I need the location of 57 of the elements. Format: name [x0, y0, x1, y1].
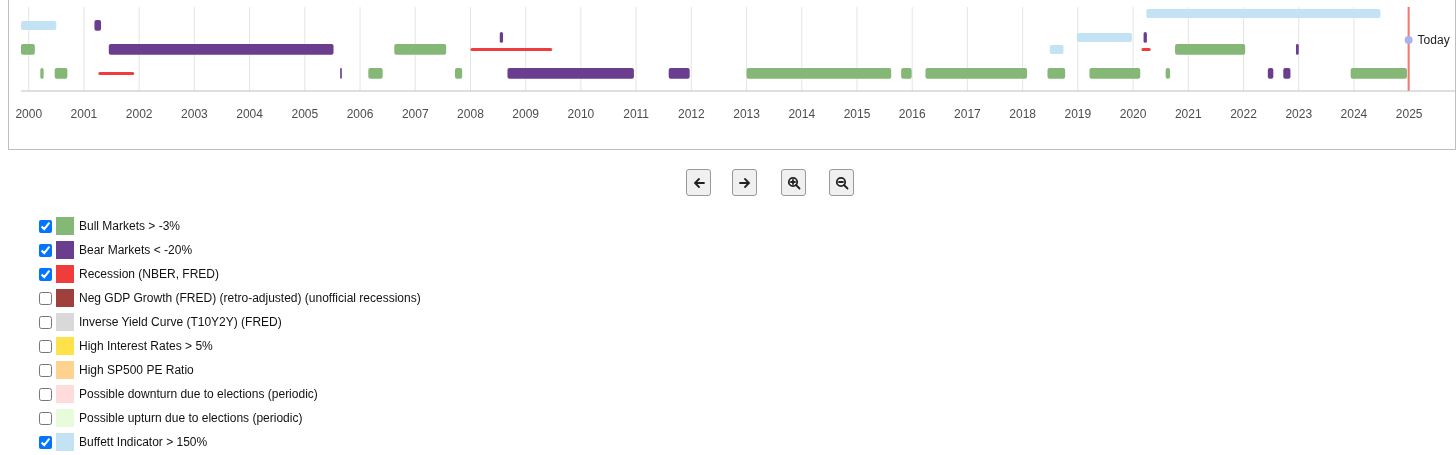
x-tick-label: 2000	[15, 106, 43, 121]
x-tick-label: 2004	[236, 106, 264, 121]
bar	[54, 68, 68, 79]
bar	[21, 44, 35, 55]
bar	[1049, 45, 1064, 54]
bar	[1175, 44, 1246, 55]
x-tick-label: 2005	[291, 106, 319, 121]
bar	[746, 68, 892, 79]
bar	[668, 68, 690, 79]
bar	[925, 68, 1028, 79]
x-tick-label: 2018	[1009, 106, 1037, 121]
x-tick-label: 2003	[181, 106, 209, 121]
bar	[1047, 68, 1066, 79]
bar	[368, 68, 383, 79]
legend-label: Possible downturn due to elections (periodic)	[79, 387, 318, 401]
x-tick-label: 2016	[898, 106, 926, 121]
legend-label: Bear Markets < -20%	[79, 243, 193, 257]
x-tick-label: 2013	[733, 106, 761, 121]
bar	[507, 68, 634, 79]
bar	[470, 48, 553, 51]
bar	[1089, 68, 1141, 79]
bar	[21, 21, 57, 30]
x-tick-label: 2007	[401, 106, 429, 121]
x-tick-label: 2022	[1230, 106, 1258, 121]
legend-label: High Interest Rates > 5%	[79, 339, 213, 353]
bar	[108, 44, 334, 55]
x-tick-label: 2010	[567, 106, 595, 121]
x-tick-label: 2002	[125, 106, 153, 121]
x-tick-label: 2020	[1119, 106, 1147, 121]
legend-label: Possible upturn due to elections (periodic)	[79, 411, 303, 425]
legend-label: High SP500 PE Ratio	[79, 363, 194, 377]
x-tick-label: 2008	[457, 106, 485, 121]
bar	[1146, 9, 1381, 18]
bar	[1350, 68, 1407, 79]
x-tick-label: 2017	[954, 106, 982, 121]
x-tick-label: 2006	[346, 106, 374, 121]
x-tick-label: 2019	[1064, 106, 1092, 121]
legend-label: Bull Markets > -3%	[79, 219, 181, 233]
x-tick-label: 2023	[1285, 106, 1313, 121]
x-tick-label: 2011	[623, 106, 650, 121]
ref-line-label: Today	[1417, 33, 1450, 47]
legend-label: Recession (NBER, FRED)	[79, 267, 220, 281]
x-tick-label: 2001	[70, 106, 98, 121]
legend-label: Buffett Indicator > 150%	[79, 435, 208, 449]
x-tick-label: 2021	[1174, 106, 1202, 121]
bar	[394, 44, 447, 55]
bar	[98, 72, 135, 75]
x-tick-label: 2009	[512, 106, 540, 121]
bar	[1076, 33, 1132, 42]
x-tick-label: 2025	[1395, 106, 1423, 121]
legend-label: Inverse Yield Curve (T10Y2Y) (FRED)	[79, 315, 282, 329]
x-tick-label: 2024	[1340, 106, 1368, 121]
bar	[901, 68, 912, 79]
x-tick-label: 2014	[788, 106, 816, 121]
legend-label: Neg GDP Growth (FRED) (retro-adjusted) (unofficial recessions)	[79, 291, 421, 305]
x-tick-label: 2012	[677, 106, 706, 121]
x-tick-label: 2015	[843, 106, 871, 121]
